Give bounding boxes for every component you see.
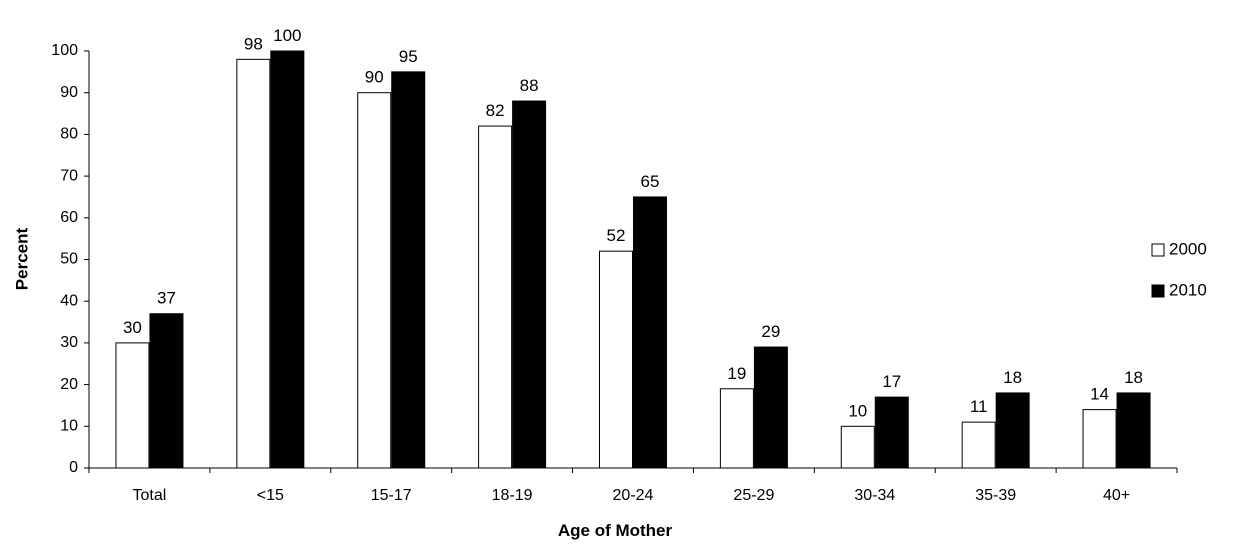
y-tick-label: 10 <box>60 418 78 435</box>
data-label-2000: 90 <box>365 68 384 87</box>
y-tick-label: 0 <box>69 459 78 476</box>
x-tick-label: 15-17 <box>371 487 412 504</box>
x-tick-label: 18-19 <box>492 487 533 504</box>
bar-2010 <box>391 71 426 469</box>
y-tick-label: 100 <box>51 42 78 59</box>
y-tick-label: 50 <box>60 251 78 268</box>
bar-2000 <box>236 58 271 469</box>
bar-2000 <box>115 342 150 469</box>
data-label-2010: 100 <box>273 26 301 45</box>
bar-2000 <box>719 388 754 469</box>
data-label-2000: 82 <box>486 101 505 120</box>
bar-2010 <box>995 392 1030 469</box>
x-tick-label: 20-24 <box>613 487 654 504</box>
bar-2010 <box>149 313 184 469</box>
data-label-2000: 30 <box>123 318 142 337</box>
data-label-2000: 19 <box>727 364 746 383</box>
bar-2010 <box>1116 392 1151 469</box>
y-tick-label: 90 <box>60 84 78 101</box>
y-tick-label: 30 <box>60 334 78 351</box>
data-label-2010: 88 <box>520 76 539 95</box>
legend-label-2010: 2010 <box>1169 280 1207 299</box>
x-tick-label: 25-29 <box>733 487 774 504</box>
data-label-2000: 11 <box>970 397 988 416</box>
x-tick-label: <15 <box>257 487 284 504</box>
x-tick-label: 40+ <box>1103 487 1130 504</box>
data-label-2010: 37 <box>157 289 176 308</box>
data-label-2000: 52 <box>607 226 626 245</box>
bar-2010 <box>270 50 305 469</box>
bar-2000 <box>961 421 996 469</box>
x-tick-label: 30-34 <box>854 487 895 504</box>
y-axis-title: Percent <box>12 227 31 290</box>
bar-2010 <box>753 346 788 469</box>
data-label-2010: 18 <box>1124 368 1143 387</box>
legend-swatch-2010 <box>1151 284 1165 298</box>
bar-2010 <box>874 396 909 469</box>
x-tick-label: Total <box>133 487 167 504</box>
legend-label-2000: 2000 <box>1169 239 1207 258</box>
bars <box>115 50 1151 469</box>
legend: 2000 2010 <box>1151 239 1207 299</box>
bar-2000 <box>478 125 513 469</box>
bar-2000 <box>599 250 633 469</box>
data-label-2000: 98 <box>244 34 263 53</box>
bar-2010 <box>512 100 547 469</box>
bar-2000 <box>357 92 392 469</box>
data-label-2000: 10 <box>848 401 867 420</box>
data-label-2010: 17 <box>882 372 901 391</box>
y-axis: 0 10 20 30 40 50 60 70 80 90 100 <box>51 42 90 476</box>
data-label-2010: 18 <box>1003 368 1022 387</box>
y-tick-label: 40 <box>60 292 78 309</box>
bar-2010 <box>633 196 667 469</box>
data-label-2000: 14 <box>1090 385 1109 404</box>
bar-2000 <box>1082 409 1117 469</box>
y-tick-label: 80 <box>60 126 78 143</box>
data-labels: 30 98 90 82 52 19 10 11 14 37 100 95 88 65 29 17 18 18 <box>123 26 1143 420</box>
data-label-2010: 65 <box>641 172 660 191</box>
data-label-2010: 29 <box>761 322 780 341</box>
y-tick-label: 20 <box>60 376 78 393</box>
y-tick-label: 70 <box>60 167 78 184</box>
bar-2000 <box>840 425 875 469</box>
x-tick-label: 35-39 <box>975 487 1016 504</box>
x-axis-title: Age of Mother <box>558 521 673 540</box>
legend-swatch-2000 <box>1151 243 1165 257</box>
x-axis: Total <15 15-17 18-19 20-24 25-29 30-34 35-39 40… <box>88 467 1178 504</box>
y-tick-label: 60 <box>60 209 78 226</box>
data-label-2010: 95 <box>399 47 418 66</box>
